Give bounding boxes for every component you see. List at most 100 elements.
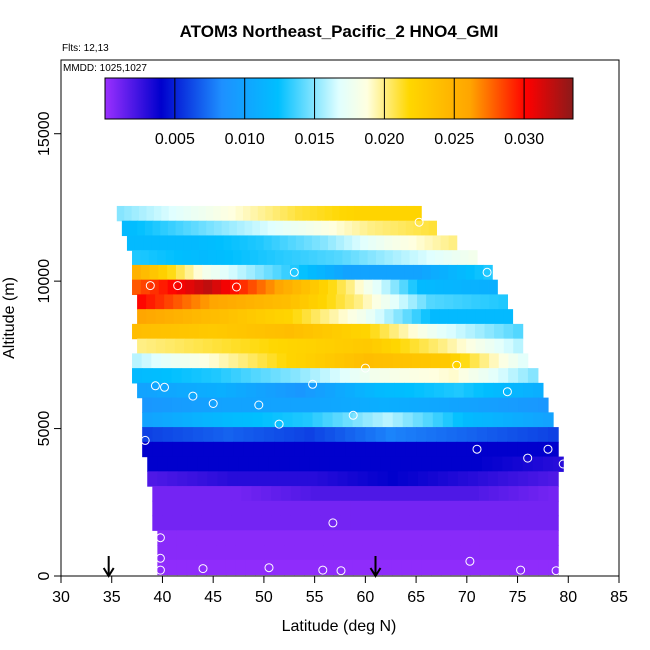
curtain-cell	[344, 235, 353, 251]
curtain-cell	[152, 427, 164, 443]
curtain-cell	[228, 353, 239, 369]
curtain-cell	[217, 323, 228, 340]
curtain-cell	[137, 338, 148, 354]
curtain-cell	[476, 427, 488, 443]
curtain-cell	[170, 323, 181, 340]
curtain-cell	[384, 250, 394, 266]
curtain-cell	[172, 515, 183, 531]
curtain-cell	[187, 456, 199, 472]
curtain-cell	[352, 235, 361, 251]
curtain-cell	[401, 250, 411, 266]
curtain-cell	[344, 220, 353, 237]
curtain-cell	[294, 559, 305, 576]
curtain-cell	[129, 220, 138, 237]
curtain-cell	[409, 486, 421, 502]
curtain-cell	[389, 294, 400, 310]
curtain-cell	[316, 264, 326, 281]
curtain-cell	[431, 559, 442, 576]
curtain-cell	[488, 515, 500, 531]
curtain-cell	[417, 294, 427, 310]
curtain-cell	[187, 471, 198, 487]
curtain-cell	[211, 515, 223, 531]
curtain-cell	[469, 515, 480, 531]
curtain-cell	[290, 500, 302, 517]
curtain-cell	[377, 471, 389, 487]
curtain-cell	[304, 441, 316, 458]
curtain-cell	[523, 382, 534, 399]
curtain-cell	[132, 353, 143, 369]
curtain-cell	[419, 486, 431, 502]
curtain-cell	[186, 382, 198, 399]
curtain-cell	[417, 279, 427, 296]
curtain-cell	[181, 397, 193, 413]
curtain-cell	[232, 250, 242, 266]
curtain-cell	[235, 559, 246, 576]
curtain-cell	[457, 309, 468, 325]
curtain-cell	[367, 471, 379, 487]
curtain-cell	[460, 559, 471, 576]
y-tick-label: 0	[36, 571, 53, 580]
curtain-cell	[402, 353, 413, 369]
curtain-cell	[509, 559, 520, 576]
colorbar-tick-label: 0.010	[225, 131, 265, 148]
curtain-cell	[170, 353, 181, 369]
curtain-cell	[411, 353, 423, 369]
curtain-cell	[379, 368, 390, 384]
curtain-cell	[497, 441, 508, 458]
curtain-cell	[453, 294, 463, 310]
curtain-cell	[345, 279, 356, 296]
curtain-cell	[274, 427, 285, 443]
curtain-cell	[385, 441, 397, 458]
curtain-cell	[503, 338, 514, 354]
curtain-cell	[372, 530, 383, 546]
curtain-cell	[482, 412, 494, 428]
curtain-cell	[315, 382, 326, 399]
curtain-cell	[386, 264, 397, 281]
curtain-cell	[437, 471, 449, 487]
curtain-cell	[132, 264, 142, 281]
curtain-cell	[385, 427, 397, 443]
curtain-cell	[399, 397, 411, 413]
curtain-cell	[354, 279, 365, 296]
curtain-cell	[375, 220, 384, 237]
curtain-cell	[300, 397, 312, 413]
curtain-cell	[289, 456, 301, 472]
curtain-cell	[235, 545, 246, 561]
curtain-cell	[299, 294, 310, 310]
curtain-cell	[280, 500, 292, 517]
curtain-cell	[503, 323, 514, 340]
flight-point	[502, 387, 512, 397]
curtain-cell	[432, 235, 442, 251]
curtain-cell	[450, 545, 461, 561]
curtain-cell	[390, 338, 401, 354]
curtain-cell	[340, 456, 351, 472]
curtain-cell	[463, 382, 475, 399]
curtain-cell	[336, 279, 347, 296]
curtain-cell	[370, 323, 381, 340]
curtain-cell	[180, 353, 191, 369]
curtain-cell	[139, 205, 148, 222]
curtain-cell	[370, 500, 381, 517]
curtain-cell	[381, 279, 391, 296]
curtain-cell	[126, 235, 136, 251]
curtain-cell	[290, 264, 300, 281]
curtain-cell	[217, 471, 229, 487]
curtain-cell	[309, 456, 321, 472]
curtain-cell	[225, 559, 237, 576]
curtain-cell	[339, 368, 351, 384]
curtain-cell	[246, 264, 256, 281]
curtain-cell	[420, 309, 431, 325]
curtain-cell	[418, 250, 428, 266]
curtain-cell	[206, 220, 215, 237]
curtain-cell	[310, 500, 322, 517]
curtain-cell	[364, 382, 376, 399]
flight-point	[308, 379, 318, 389]
curtain-cell	[498, 397, 509, 413]
curtain-cell	[439, 515, 450, 531]
curtain-cell	[413, 264, 423, 281]
curtain-cell	[256, 309, 266, 325]
curtain-cell	[372, 559, 383, 576]
curtain-cell	[439, 397, 450, 413]
curtain-cell	[238, 456, 250, 472]
curtain-cell	[263, 264, 274, 281]
